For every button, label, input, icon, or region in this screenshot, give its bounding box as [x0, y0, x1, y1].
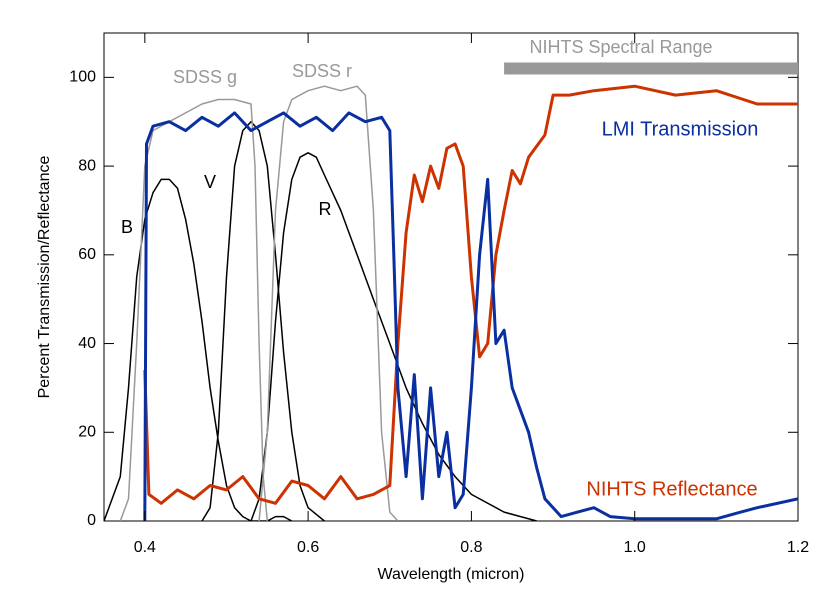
- range-bar-label: NIHTS Spectral Range: [529, 37, 712, 57]
- y-tick-label: 80: [78, 157, 96, 174]
- series-label: SDSS r: [292, 61, 352, 81]
- series-label: B: [121, 217, 133, 237]
- series-label: LMI Transmission: [602, 118, 759, 140]
- x-tick-label: 1.0: [624, 539, 646, 556]
- y-tick-label: 40: [78, 335, 96, 352]
- series-label: V: [204, 172, 216, 192]
- series-line: [119, 98, 269, 521]
- plot-frame: [103, 32, 799, 522]
- series-label: R: [319, 199, 332, 219]
- y-tick-label: 100: [69, 69, 96, 86]
- x-tick-label: 0.6: [297, 539, 319, 556]
- y-tick-label: 20: [78, 423, 96, 440]
- x-tick-label: 1.2: [787, 539, 809, 556]
- series-line: [201, 120, 325, 521]
- series-line: [250, 152, 537, 521]
- series-line: [143, 84, 798, 505]
- series-line: [143, 111, 798, 521]
- series-line: [258, 85, 399, 521]
- x-axis-title: Wavelength (micron): [377, 566, 524, 583]
- plot-area: [104, 84, 798, 521]
- range-bar: [504, 62, 798, 75]
- series-label: NIHTS Reflectance: [586, 478, 757, 500]
- x-tick-label: 0.4: [134, 539, 156, 556]
- x-tick-label: 0.8: [460, 539, 482, 556]
- y-tick-label: 60: [78, 246, 96, 263]
- y-axis-title: Percent Transmission/Reflectance: [36, 156, 53, 399]
- y-tick-label: 0: [87, 512, 96, 529]
- series-label: SDSS g: [173, 67, 237, 87]
